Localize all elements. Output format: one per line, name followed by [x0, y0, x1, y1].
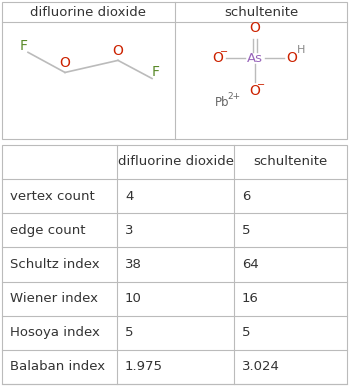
- Text: 16: 16: [242, 292, 259, 305]
- Text: O: O: [287, 51, 297, 65]
- Text: edge count: edge count: [10, 224, 86, 237]
- Text: H: H: [297, 45, 305, 55]
- Text: 2+: 2+: [228, 92, 240, 101]
- Text: Hosoya index: Hosoya index: [10, 326, 100, 339]
- Text: O: O: [250, 84, 260, 98]
- Text: vertex count: vertex count: [10, 190, 95, 203]
- Text: −: −: [257, 80, 265, 90]
- Text: 5: 5: [242, 224, 251, 237]
- Text: 1.975: 1.975: [125, 361, 163, 373]
- Text: F: F: [152, 66, 160, 80]
- Text: Balaban index: Balaban index: [10, 361, 105, 373]
- Text: 3: 3: [125, 224, 134, 237]
- Text: F: F: [20, 39, 28, 53]
- Text: difluorine dioxide: difluorine dioxide: [118, 156, 233, 168]
- Text: Schultz index: Schultz index: [10, 258, 99, 271]
- Text: 64: 64: [242, 258, 259, 271]
- Text: schultenite: schultenite: [224, 5, 298, 19]
- Text: −: −: [220, 47, 228, 58]
- Text: 3.024: 3.024: [242, 361, 280, 373]
- Text: schultenite: schultenite: [253, 156, 328, 168]
- Text: Wiener index: Wiener index: [10, 292, 98, 305]
- Text: 10: 10: [125, 292, 142, 305]
- Text: 5: 5: [125, 326, 134, 339]
- Text: O: O: [60, 56, 70, 70]
- Text: 5: 5: [242, 326, 251, 339]
- Text: Pb: Pb: [215, 96, 229, 109]
- Text: 4: 4: [125, 190, 133, 203]
- Text: difluorine dioxide: difluorine dioxide: [30, 5, 146, 19]
- Text: 38: 38: [125, 258, 142, 271]
- Text: 6: 6: [242, 190, 250, 203]
- Text: O: O: [213, 51, 223, 65]
- Text: O: O: [113, 44, 124, 58]
- Text: O: O: [250, 21, 260, 35]
- Text: As: As: [247, 52, 263, 65]
